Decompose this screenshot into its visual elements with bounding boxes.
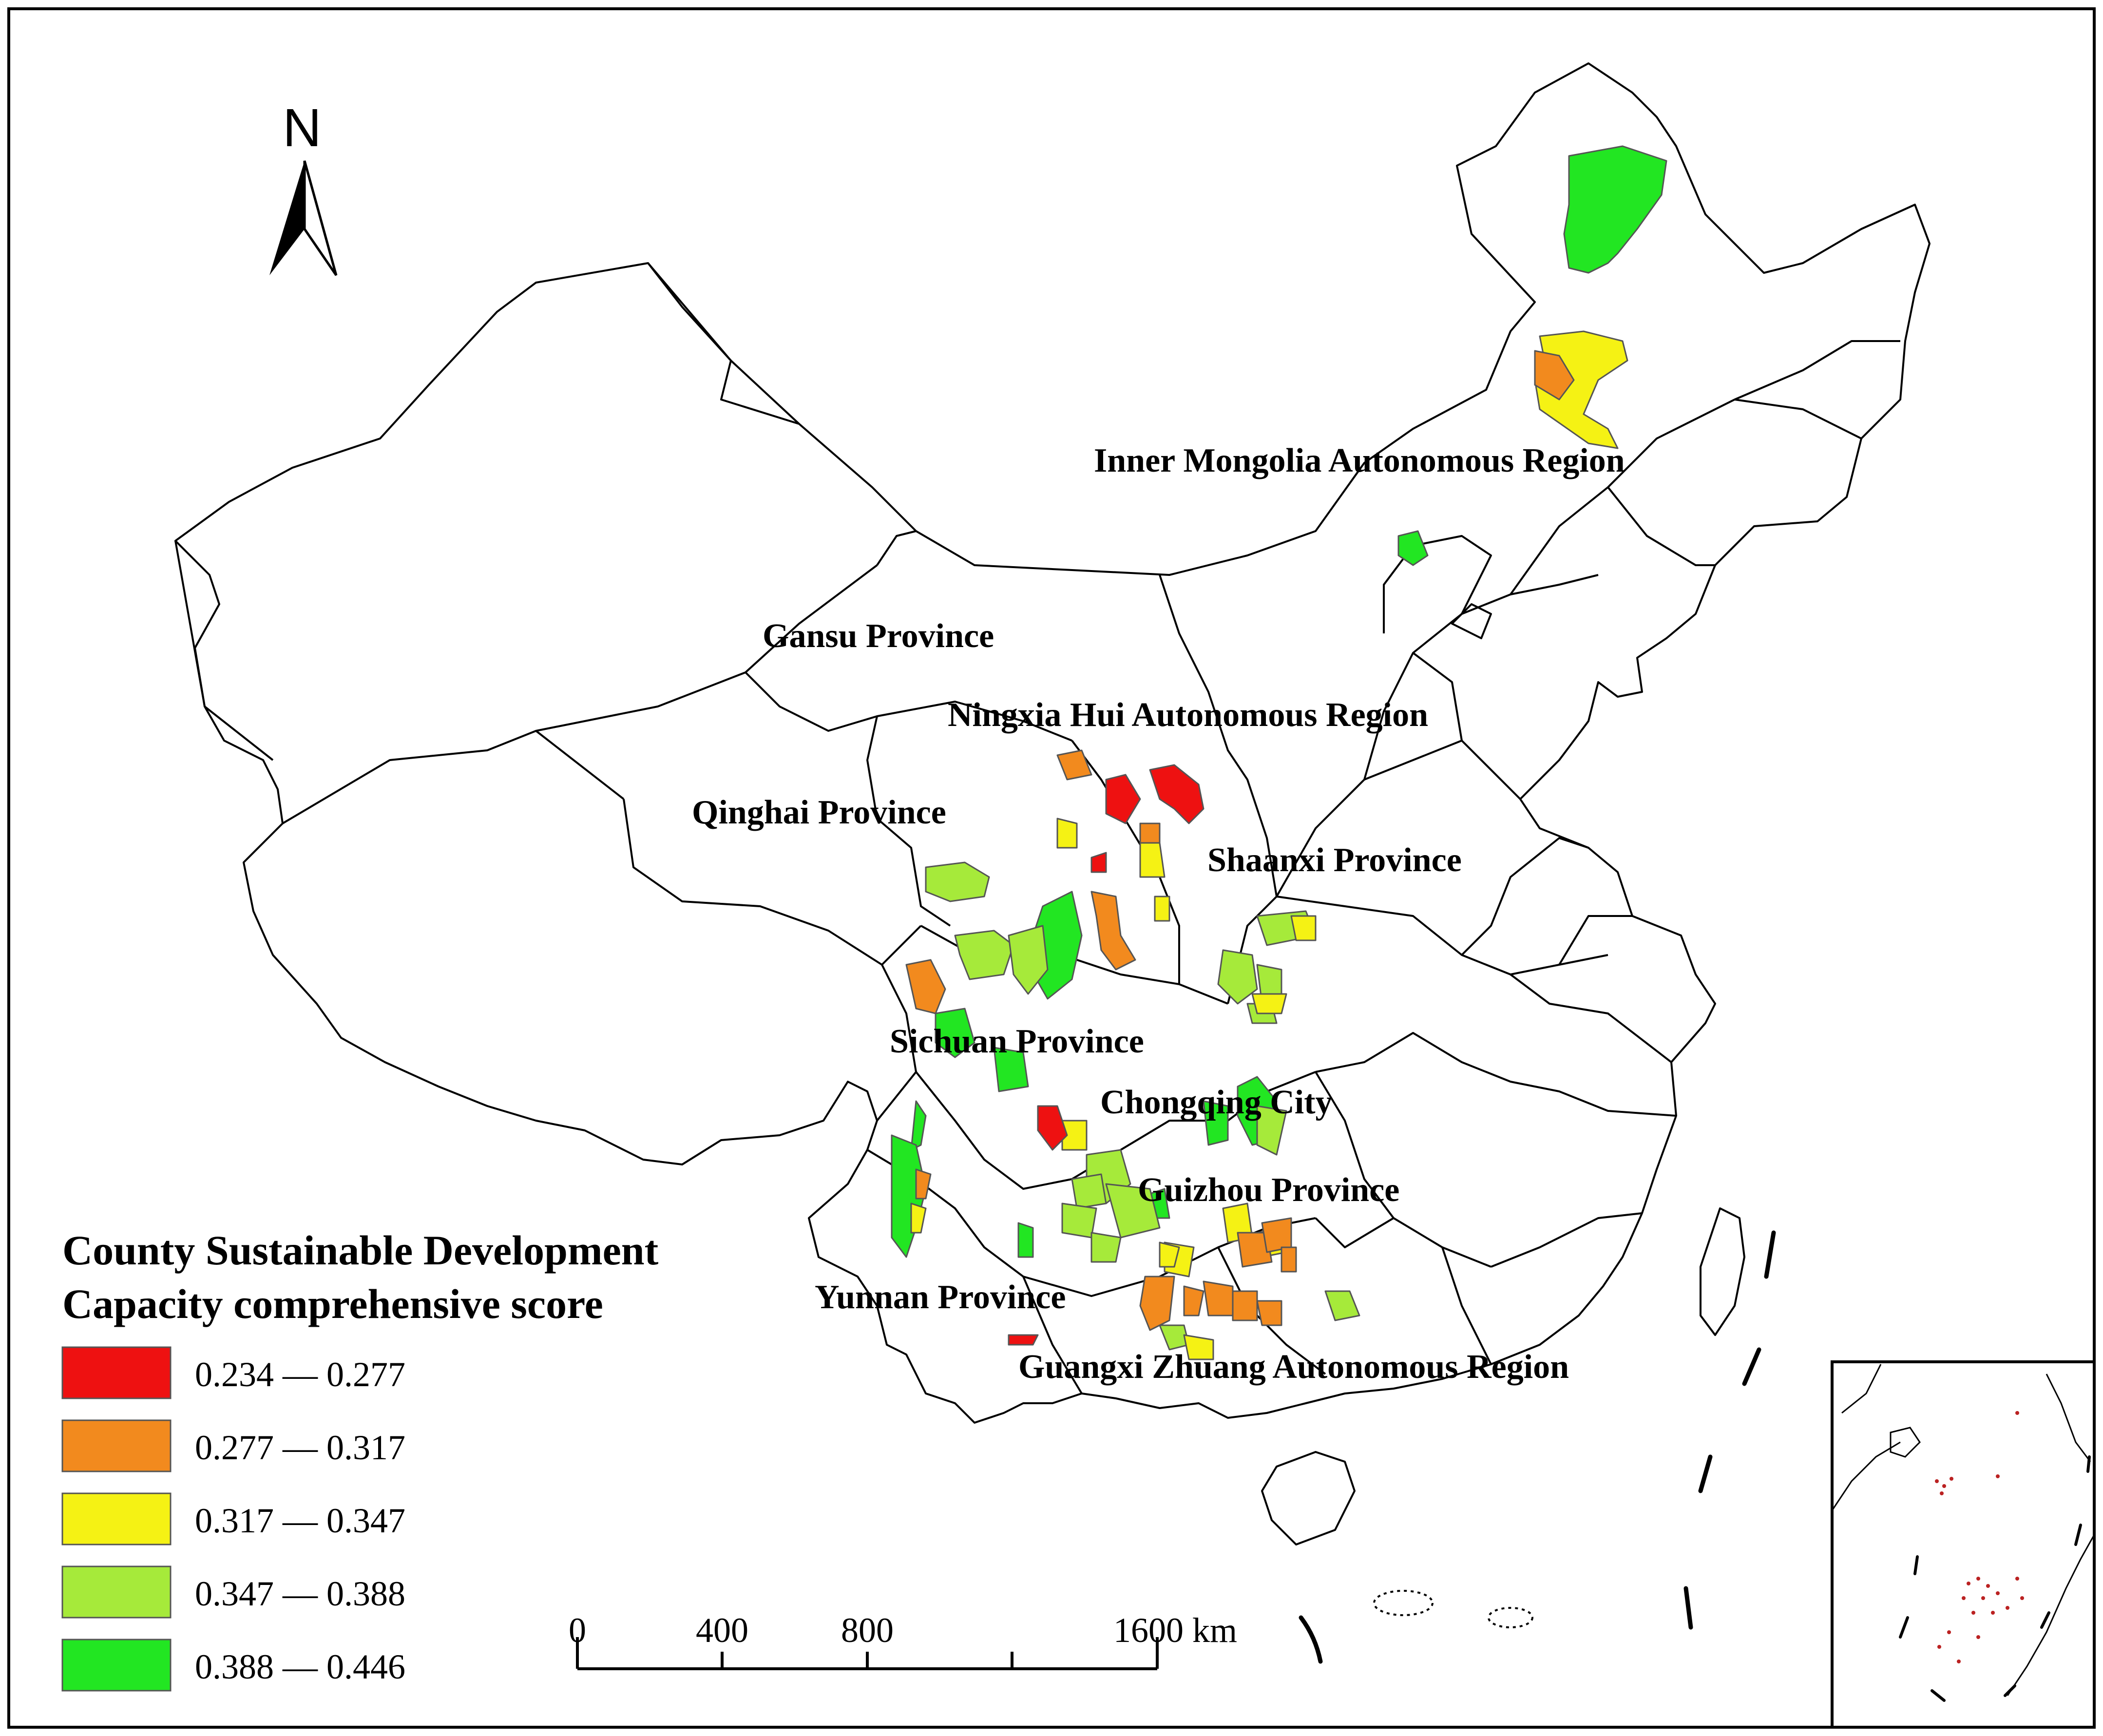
scale-tick-400: 400 xyxy=(696,1611,748,1650)
label-ningxia: Ningxia Hui Autonomous Region xyxy=(948,696,1428,734)
counties-class-1 xyxy=(1008,764,1204,1346)
scale-bar: 0 400 800 1600 km xyxy=(569,1611,1237,1670)
legend: County Sustainable Development Capacity … xyxy=(61,1227,659,1692)
legend-label: 0.347 — 0.388 xyxy=(195,1574,405,1613)
legend-swatch xyxy=(61,1492,172,1545)
label-guizhou: Guizhou Province xyxy=(1138,1171,1399,1209)
north-arrow-icon xyxy=(269,161,305,275)
legend-swatch xyxy=(61,1639,172,1692)
label-chongqing: Chongqing City xyxy=(1100,1084,1333,1121)
label-qinghai: Qinghai Province xyxy=(692,794,946,831)
legend-label: 0.388 — 0.446 xyxy=(195,1647,405,1686)
label-shaanxi: Shaanxi Province xyxy=(1207,841,1462,879)
taiwan-outline xyxy=(1700,1207,1745,1336)
label-gansu: Gansu Province xyxy=(763,617,994,655)
label-sichuan: Sichuan Province xyxy=(890,1023,1144,1060)
counties-class-3 xyxy=(910,330,1628,1360)
label-guangxi: Guangxi Zhuang Autonomous Region xyxy=(1018,1348,1569,1386)
legend-label: 0.277 — 0.317 xyxy=(195,1428,405,1467)
north-arrow: N xyxy=(269,98,338,276)
legend-swatch xyxy=(61,1419,172,1472)
hainan-outline xyxy=(1261,1451,1356,1545)
scale-tick-800: 800 xyxy=(841,1611,894,1650)
label-yunnan: Yunnan Province xyxy=(815,1278,1066,1316)
legend-title-line1: County Sustainable Development xyxy=(62,1227,659,1274)
south-china-sea-islands xyxy=(1373,1590,1533,1628)
counties-class-2 xyxy=(905,350,1575,1331)
scale-tick-0: 0 xyxy=(569,1611,586,1650)
inset-map xyxy=(1831,1360,2096,1729)
legend-swatch xyxy=(61,1565,172,1619)
legend-swatch xyxy=(61,1346,172,1399)
north-arrow-label: N xyxy=(283,98,321,158)
label-inner-mongolia: Inner Mongolia Autonomous Region xyxy=(1094,442,1625,479)
scale-tick-1600: 1600 km xyxy=(1113,1611,1237,1650)
china-outline xyxy=(174,62,1931,1424)
legend-label: 0.234 — 0.277 xyxy=(195,1355,405,1394)
legend-label: 0.317 — 0.347 xyxy=(195,1501,405,1540)
nine-dash-line xyxy=(1299,1230,1776,1664)
counties-class-5 xyxy=(891,145,1667,1258)
legend-title-line2: Capacity comprehensive score xyxy=(62,1280,603,1327)
map-border xyxy=(7,7,2096,1729)
